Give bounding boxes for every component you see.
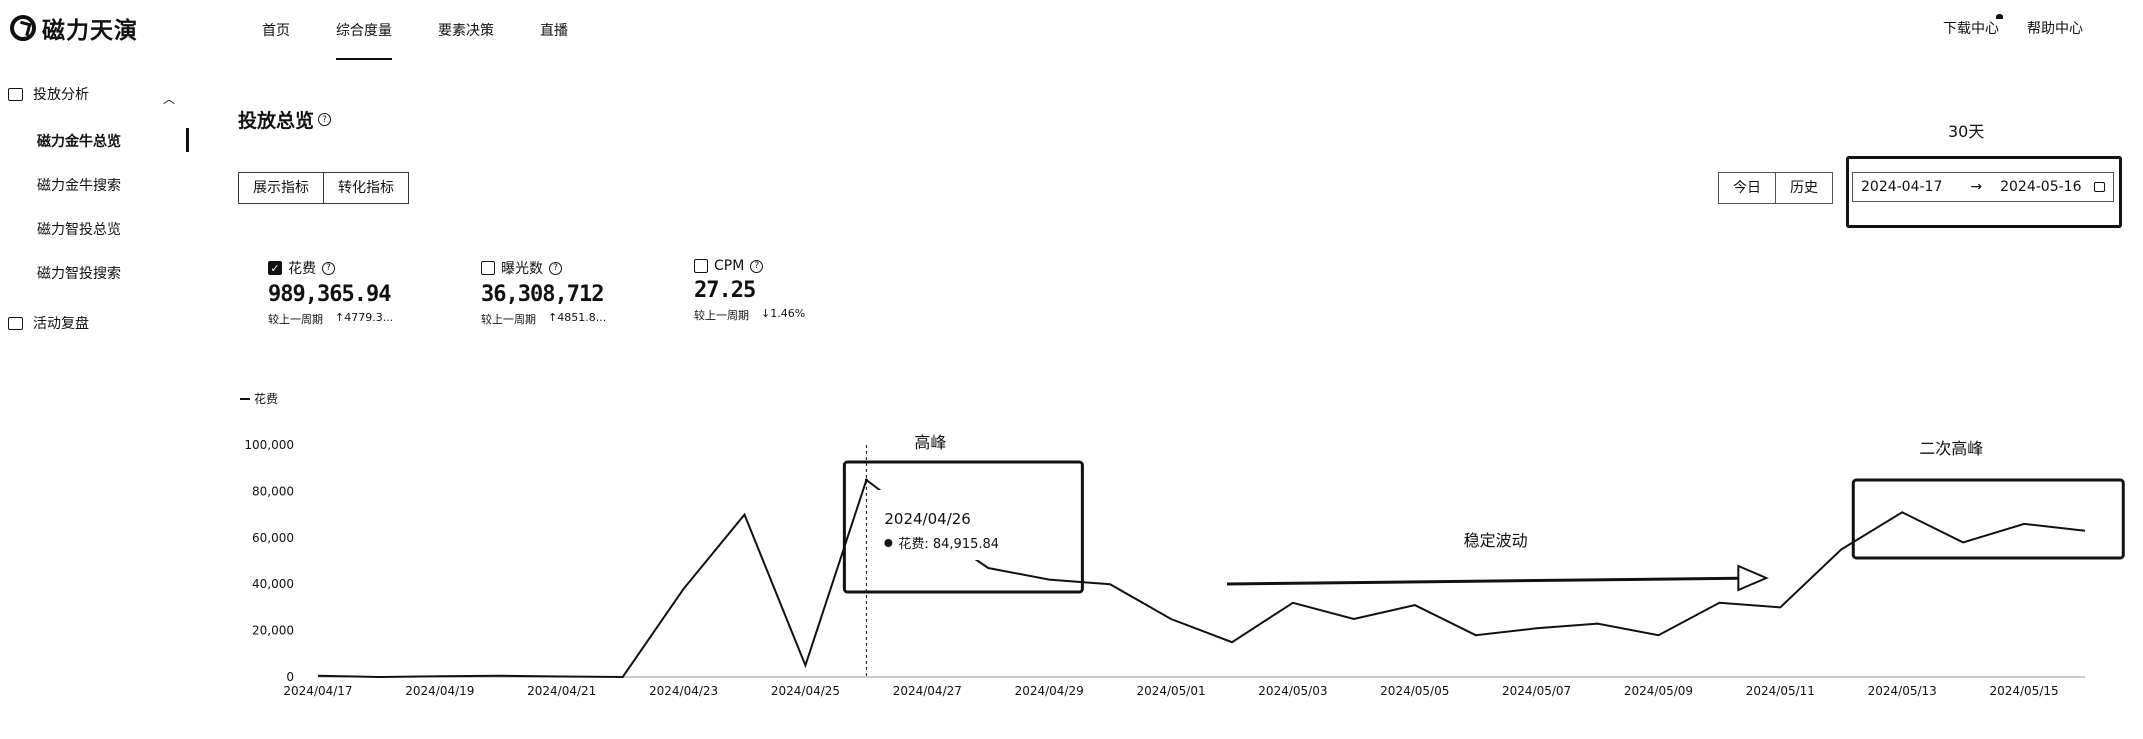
metric-label: CPM	[714, 258, 745, 274]
metric-change: ↑4779.3...	[335, 311, 394, 324]
sidebar-item-zhitou-search[interactable]: 磁力智投搜索	[37, 266, 121, 282]
second-peak-annotation-label: 二次高峰	[1919, 439, 1983, 458]
sidebar-active-indicator	[186, 128, 189, 152]
x-tick-label: 2024/05/13	[1868, 684, 1937, 698]
help-icon[interactable]: ?	[318, 113, 332, 126]
metric-label: 曝光数	[501, 261, 543, 277]
page-title: 投放总览 ?	[238, 106, 332, 133]
sidebar-group-analysis[interactable]: 投放分析	[8, 84, 89, 104]
x-tick-label: 2024/05/15	[1989, 684, 2058, 698]
chart-legend[interactable]: 花费	[240, 390, 278, 407]
calendar-icon[interactable]	[2094, 182, 2105, 192]
sidebar-item-jinniu-overview[interactable]: 磁力金牛总览	[37, 134, 121, 150]
metric-change: ↓1.46%	[761, 307, 806, 320]
y-tick-label: 0	[286, 670, 294, 684]
peak-annotation-box	[842, 460, 1084, 594]
peak-annotation-label: 高峰	[914, 433, 946, 452]
metric-card-cpm[interactable]: CPM ? 27.25 较上一周期 ↓1.46%	[694, 258, 894, 323]
download-center-link[interactable]: 下载中心	[1943, 21, 1999, 37]
metric-label: 花费	[288, 261, 316, 277]
date-start[interactable]: 2024-04-17	[1861, 179, 1943, 195]
sidebar-group-label: 投放分析	[33, 87, 89, 103]
logo-text: 磁力天演	[42, 18, 138, 44]
range-annotation: 30天	[1948, 122, 1985, 141]
arrowhead-icon	[1737, 564, 1769, 592]
metric-card-spend[interactable]: ✓ 花费 ? 989,365.94 较上一周期 ↑4779.3...	[268, 258, 468, 327]
page-title-text: 投放总览	[238, 110, 315, 132]
sidebar-group-campaign-review[interactable]: 活动复盘	[8, 313, 89, 333]
metric-value: 989,365.94	[268, 282, 391, 307]
sidebar-item-jinniu-search[interactable]: 磁力金牛搜索	[37, 178, 121, 194]
x-tick-label: 2024/04/23	[649, 684, 718, 698]
top-right-links: 下载中心 帮助中心	[1943, 18, 2083, 38]
help-center-link[interactable]: 帮助中心	[2027, 21, 2083, 37]
today-button[interactable]: 今日	[1718, 172, 1776, 204]
x-tick-label: 2024/04/17	[283, 684, 352, 698]
x-tick-label: 2024/04/29	[1015, 684, 1084, 698]
x-tick-label: 2024/04/25	[771, 684, 840, 698]
y-tick-label: 40,000	[252, 577, 294, 591]
sidebar-item-zhitou-overview[interactable]: 磁力智投总览	[37, 222, 121, 238]
chevron-up-icon[interactable]: ︿	[163, 92, 176, 106]
tooltip-date: 2024/04/26	[884, 510, 970, 528]
y-tick-label: 100,000	[244, 438, 294, 452]
y-tick-label: 80,000	[252, 484, 294, 498]
tooltip-value: 花费: 84,915.84	[898, 536, 999, 552]
spend-series-line	[317, 478, 2086, 679]
y-tick-label: 20,000	[252, 624, 294, 638]
x-tick-label: 2024/05/11	[1746, 684, 1815, 698]
nav-home[interactable]: 首页	[262, 23, 290, 39]
tooltip-bullet-icon	[884, 538, 893, 547]
x-tick-label: 2024/05/01	[1136, 684, 1205, 698]
x-tick-label: 2024/05/05	[1380, 684, 1449, 698]
metric-change: ↑4851.8...	[548, 311, 607, 324]
checkbox-spend[interactable]: ✓	[268, 261, 282, 275]
tooltip-bg	[878, 489, 1039, 560]
nav-metrics[interactable]: 综合度量	[336, 0, 392, 60]
tab-display-metrics[interactable]: 展示指标	[238, 172, 324, 204]
nav-decisions[interactable]: 要素决策	[438, 23, 494, 39]
second-peak-annotation-box	[1851, 478, 2125, 560]
logo-mark-icon	[10, 15, 36, 41]
date-arrow: →	[1970, 179, 1983, 195]
history-button[interactable]: 历史	[1776, 172, 1833, 204]
x-tick-label: 2024/04/21	[527, 684, 596, 698]
tab-conversion-metrics[interactable]: 转化指标	[324, 172, 409, 204]
checkbox-impressions[interactable]	[481, 261, 495, 275]
date-range-picker[interactable]: 2024-04-17 → 2024-05-16	[1852, 172, 2114, 202]
checkbox-cpm[interactable]	[694, 259, 708, 273]
x-tick-label: 2024/04/19	[405, 684, 474, 698]
stable-trend-arrow	[1226, 576, 1761, 586]
metric-value: 27.25	[694, 278, 756, 303]
day-buttons: 今日 历史	[1718, 172, 1833, 204]
y-tick-label: 60,000	[252, 531, 294, 545]
metric-compare-label: 较上一周期	[268, 313, 323, 326]
metric-card-impressions[interactable]: 曝光数 ? 36,308,712 较上一周期 ↑4851.8...	[481, 258, 681, 327]
x-tick-label: 2024/05/09	[1624, 684, 1693, 698]
nav-live[interactable]: 直播	[540, 23, 568, 39]
app-logo[interactable]: 磁力天演	[10, 12, 138, 44]
metric-tabs: 展示指标 转化指标	[238, 172, 409, 204]
help-icon[interactable]: ?	[322, 261, 335, 275]
top-nav: 首页 综合度量 要素决策 直播	[262, 0, 614, 60]
user-avatar-icon[interactable]	[1996, 14, 2003, 19]
x-tick-label: 2024/05/07	[1502, 684, 1571, 698]
monitor-icon	[8, 316, 23, 330]
x-tick-label: 2024/04/27	[893, 684, 962, 698]
date-end[interactable]: 2024-05-16	[2000, 179, 2082, 195]
sidebar-group-label: 活动复盘	[33, 316, 89, 332]
stable-annotation-label: 稳定波动	[1464, 531, 1528, 550]
metric-compare-label: 较上一周期	[694, 309, 749, 322]
help-icon[interactable]: ?	[549, 261, 562, 275]
x-tick-label: 2024/05/03	[1258, 684, 1327, 698]
range-highlight-box	[1846, 156, 2122, 228]
legend-line-icon	[240, 397, 250, 400]
chart-box-icon	[8, 87, 23, 101]
data-point	[864, 478, 868, 482]
legend-label: 花费	[254, 392, 279, 406]
metric-compare-label: 较上一周期	[481, 313, 536, 326]
metric-value: 36,308,712	[481, 282, 604, 307]
help-icon[interactable]: ?	[750, 259, 764, 273]
